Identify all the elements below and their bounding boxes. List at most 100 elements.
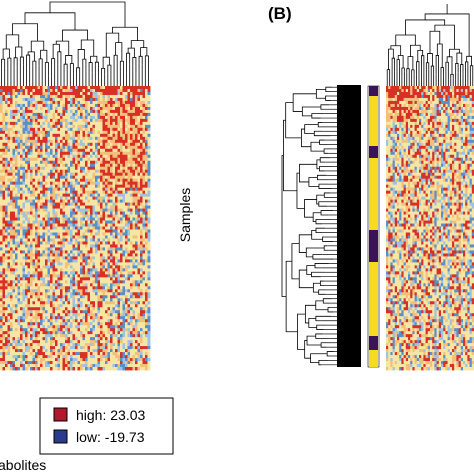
heatmap-a-cell [107,313,111,317]
heatmap-a-cell [80,304,83,308]
heatmap-a-cell [105,121,108,126]
heatmap-a-cell [112,268,116,272]
heatmap-a-cell [95,103,98,108]
heatmap-a-cell [107,238,111,242]
heatmap-a-cell [27,235,31,239]
heatmap-a-cell [65,112,68,117]
heatmap-a-cell [97,250,101,254]
heatmap-a-cell [25,157,28,162]
heatmap-a-cell [120,181,123,186]
heatmap-a-cell [52,265,56,269]
heatmap-a-cell [32,148,36,153]
heatmap-a-cell [125,100,128,105]
heatmap-a-cell [27,163,31,168]
heatmap-a-cell [127,244,131,248]
heatmap-a-cell [42,259,46,263]
heatmap-a-cell [65,286,68,290]
heatmap-a-cell [55,256,58,260]
heatmap-a-cell [122,181,126,186]
heatmap-a-cell [15,160,18,165]
heatmap-a-cell [115,334,118,338]
heatmap-a-cell [32,181,36,186]
heatmap-a-cell [52,208,56,212]
heatmap-a-cell [10,283,13,287]
heatmap-a-cell [125,202,128,206]
heatmap-a-cell [107,274,111,278]
heatmap-a-cell [120,298,123,302]
heatmap-a-cell [65,319,68,323]
dendro-a-branch [82,58,87,65]
heatmap-a-cell [17,265,21,269]
heatmap-a-cell [12,112,16,117]
heatmap-a-cell [85,352,88,356]
heatmap-a-cell [5,202,8,206]
heatmap-a-cell [127,154,131,159]
heatmap-a-cell [17,118,21,123]
heatmap-a-cell [115,346,118,350]
heatmap-a-cell [52,172,56,177]
heatmap-a-cell [37,367,41,371]
heatmap-a-cell [22,277,26,281]
heatmap-a-cell [42,325,46,329]
heatmap-a-cell [67,286,71,290]
heatmap-a-cell [70,118,73,123]
heatmap-a-cell [82,112,86,117]
heatmap-a-cell [17,130,21,135]
heatmap-a-cell [77,112,81,117]
heatmap-a-cell [30,208,33,212]
dendro-a-branch [113,54,118,72]
heatmap-a-cell [72,151,76,156]
heatmap-a-cell [7,154,11,159]
heatmap-a-cell [80,148,83,153]
heatmap-a-cell [42,154,46,159]
dendro-a-branch [44,62,49,76]
heatmap-a-cell [17,112,21,117]
heatmap-a-cell [122,289,126,293]
heatmap-a-cell [72,199,76,203]
heatmap-a-cell [62,91,66,96]
heatmap-a-cell [2,364,6,368]
heatmap-a-cell [117,157,121,162]
heatmap-a-cell [45,97,48,102]
heatmap-a-cell [20,361,23,365]
heatmap-a-cell [125,301,128,305]
heatmap-a-cell [67,355,71,359]
heatmap-a-cell [27,253,31,257]
heatmap-a-cell [80,355,83,359]
heatmap-a-cell [22,100,26,105]
heatmap-a-cell [67,124,71,129]
heatmap-a-cell [35,316,38,320]
heatmap-a-cell [37,106,41,111]
heatmap-a-cell [35,139,38,144]
heatmap-a-cell [27,292,31,296]
heatmap-a-cell [75,343,78,347]
heatmap-a-cell [50,202,53,206]
heatmap-a-cell [87,337,91,341]
heatmap-a-cell [17,181,21,186]
heatmap-a-cell [110,346,113,350]
heatmap-a-cell [5,292,8,296]
heatmap-a-cell [80,277,83,281]
heatmap-a-cell [47,262,51,266]
heatmap-a-cell [0,325,3,329]
heatmap-a-cell [20,172,23,177]
heatmap-a-cell [7,133,11,138]
heatmap-a-cell [95,133,98,138]
heatmap-a-cell [25,103,28,108]
heatmap-a-cell [95,259,98,263]
heatmap-a-cell [22,91,26,96]
heatmap-a-cell [65,349,68,353]
heatmap-a-cell [65,202,68,206]
heatmap-a-cell [52,298,56,302]
heatmap-a-cell [107,184,111,189]
heatmap-a-cell [65,361,68,365]
heatmap-a-cell [32,232,36,236]
heatmap-a-cell [87,238,91,242]
heatmap-a-cell [45,367,48,371]
heatmap-a-cell [2,367,6,371]
heatmap-a-cell [32,160,36,165]
heatmap-a-cell [67,229,71,233]
heatmap-a-cell [97,109,101,114]
heatmap-a-cell [32,223,36,227]
heatmap-a-cell [10,289,13,293]
